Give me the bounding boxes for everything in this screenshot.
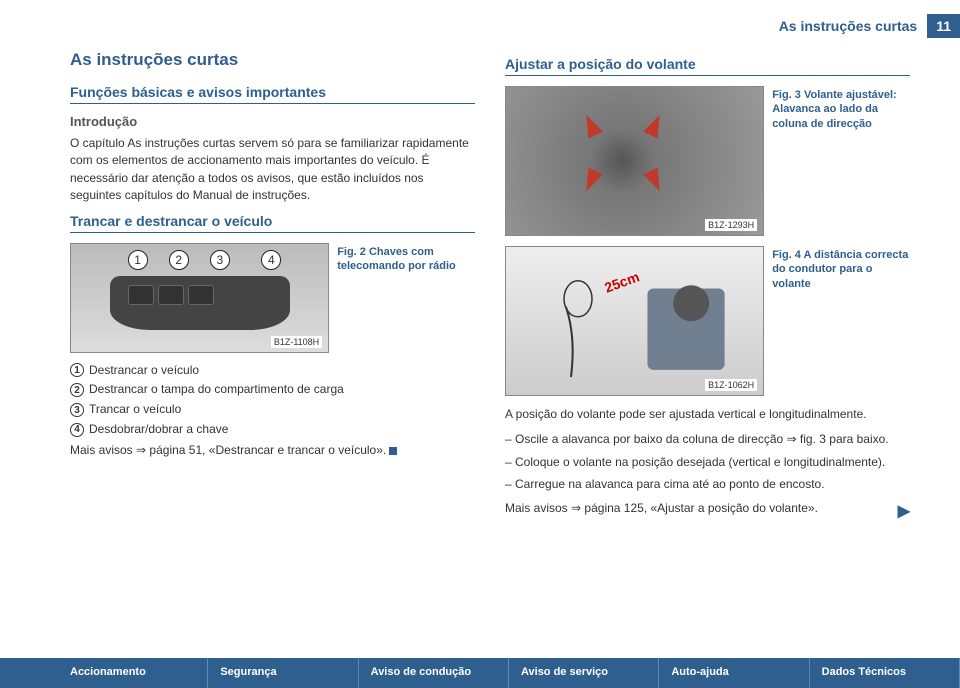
footer-nav: Accionamento Segurança Aviso de condução… — [0, 658, 960, 688]
step1-b: fig. 3 para baixo. — [800, 432, 889, 446]
fig4-id-tag: B1Z-1062H — [705, 379, 757, 391]
fig3-row: B1Z-1293H Fig. 3 Volante ajustável: Alav… — [505, 86, 910, 236]
right-column: Ajustar a posição do volante B1Z-1293H F… — [505, 50, 910, 638]
arrow-icon — [133, 443, 150, 457]
key-callout-2: 2 — [169, 250, 189, 270]
item2-text: Destrancar o tampa do compartimento de c… — [89, 382, 344, 396]
chapter-title: As instruções curtas — [70, 50, 475, 70]
red-arrow-icon — [579, 111, 603, 138]
continue-arrow-icon: ▶ — [898, 500, 910, 523]
fig4-row: 25cm B1Z-1062H Fig. 4 A distância correc… — [505, 246, 910, 396]
fig3-id-tag: B1Z-1293H — [705, 219, 757, 231]
more-info-2: Mais avisos página 125, «Ajustar a posiçã… — [505, 500, 910, 517]
fig2-caption: Fig. 2 Chaves com telecomando por rádio — [337, 243, 475, 274]
page-header: As instruções curtas 11 — [779, 14, 960, 38]
more2-ref: página 125, «Ajustar a posição do volant… — [584, 501, 818, 515]
footer-tab-servico[interactable]: Aviso de serviço — [509, 658, 659, 688]
footer-tab-autoajuda[interactable]: Auto-ajuda — [659, 658, 809, 688]
item4-text: Desdobrar/dobrar a chave — [89, 422, 228, 436]
circled-3: 3 — [70, 403, 84, 417]
fig2-row: 1 2 3 4 B1Z-1108H Fig. 2 Chaves com tele… — [70, 243, 475, 353]
footer-tab-dados[interactable]: Dados Técnicos — [810, 658, 960, 688]
end-square-icon — [389, 447, 397, 455]
key-callout-1: 1 — [128, 250, 148, 270]
key-callout-3: 3 — [210, 250, 230, 270]
step-3: Carregue na alavanca para cima até ao po… — [505, 476, 910, 493]
key-button — [128, 285, 154, 305]
fig2-key-illustration: 1 2 3 4 B1Z-1108H — [70, 243, 329, 353]
intro-paragraph: O capítulo As instruções curtas servem s… — [70, 135, 475, 205]
more1-prefix: Mais avisos — [70, 443, 133, 457]
adjust-paragraph: A posição do volante pode ser ajustada v… — [505, 406, 910, 423]
more-info-1: Mais avisos página 51, «Destrancar e tran… — [70, 442, 475, 459]
seat-svg — [506, 247, 763, 395]
list-item-4: 4 Desdobrar/dobrar a chave — [70, 422, 475, 437]
header-section: As instruções curtas — [779, 18, 928, 34]
circled-2: 2 — [70, 383, 84, 397]
left-column: As instruções curtas Funções básicas e a… — [70, 50, 475, 638]
fig2-id-tag: B1Z-1108H — [271, 336, 322, 348]
footer-tab-conducao[interactable]: Aviso de condução — [359, 658, 509, 688]
more1-ref: página 51, «Destrancar e trancar o veícu… — [149, 443, 386, 457]
item3-text: Trancar o veículo — [89, 402, 181, 416]
item1-text: Destrancar o veículo — [89, 363, 199, 377]
circled-4: 4 — [70, 423, 84, 437]
key-callout-4: 4 — [261, 250, 281, 270]
red-arrow-icon — [644, 111, 668, 138]
more2-prefix: Mais avisos — [505, 501, 568, 515]
circled-1: 1 — [70, 363, 84, 377]
lock-title: Trancar e destrancar o veículo — [70, 213, 475, 233]
fig3-caption: Fig. 3 Volante ajustável: Alavanca ao la… — [772, 86, 910, 131]
page-body: As instruções curtas Funções básicas e a… — [70, 50, 910, 638]
key-button — [158, 285, 184, 305]
step-2: Coloque o volante na posição desejada (v… — [505, 454, 910, 471]
arrow-icon — [568, 501, 585, 515]
list-item-3: 3 Trancar o veículo — [70, 402, 475, 417]
footer-tab-accionamento[interactable]: Accionamento — [0, 658, 208, 688]
list-item-2: 2 Destrancar o tampa do compartimento de … — [70, 382, 475, 397]
fig4-caption: Fig. 4 A distância correcta do condutor … — [772, 246, 910, 291]
list-item-1: 1 Destrancar o veículo — [70, 363, 475, 378]
red-arrow-icon — [579, 168, 603, 195]
fig4-distance-illustration: 25cm B1Z-1062H — [505, 246, 764, 396]
red-arrow-icon — [644, 168, 668, 195]
adjust-title: Ajustar a posição do volante — [505, 56, 910, 76]
footer-tab-seguranca[interactable]: Segurança — [208, 658, 358, 688]
page-number: 11 — [927, 14, 960, 38]
fig3-steering-illustration: B1Z-1293H — [505, 86, 764, 236]
step1-a: Oscile a alavanca por baixo da coluna de… — [515, 432, 783, 446]
intro-heading: Introdução — [70, 114, 475, 129]
arrow-icon — [787, 432, 800, 446]
adjust-steps: Oscile a alavanca por baixo da coluna de… — [505, 431, 910, 493]
key-buttons — [128, 285, 214, 305]
functions-title: Funções básicas e avisos importantes — [70, 84, 475, 104]
step-1: Oscile a alavanca por baixo da coluna de… — [505, 431, 910, 448]
key-button — [188, 285, 214, 305]
